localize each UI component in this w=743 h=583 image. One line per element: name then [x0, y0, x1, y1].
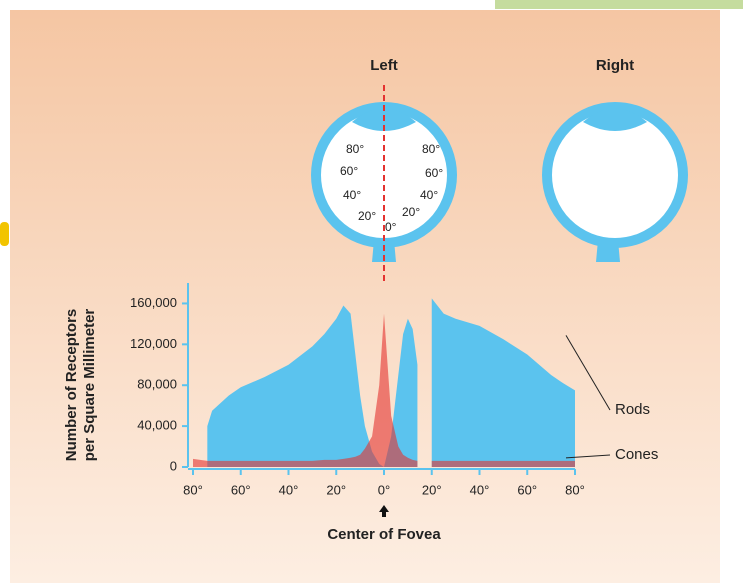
x-tick-label: 60°	[231, 482, 251, 497]
legend-label: Rods	[615, 401, 650, 418]
eye-angle: 60°	[425, 166, 443, 180]
figure: Left Right 80° 60° 40° 20° 80° 60° 40° 2…	[0, 0, 743, 583]
x-tick-label: 60°	[517, 482, 537, 497]
y-tick-label: 160,000	[130, 295, 177, 310]
eye-angle: 40°	[420, 188, 438, 202]
y-tick-label: 80,000	[137, 377, 177, 392]
eye-angle: 0°	[385, 220, 397, 234]
x-tick-label: 20°	[422, 482, 442, 497]
eye-angle: 20°	[358, 209, 376, 223]
legend-label: Cones	[615, 446, 658, 463]
eye-label: Left	[370, 57, 398, 74]
y-tick-label: 40,000	[137, 418, 177, 433]
x-tick-label: 40°	[470, 482, 490, 497]
eye-angle: 80°	[346, 142, 364, 156]
eye-angle: 60°	[340, 164, 358, 178]
x-tick-label: 40°	[279, 482, 299, 497]
x-tick-label: 0°	[378, 482, 390, 497]
x-tick-label: 80°	[183, 482, 203, 497]
y-tick-label: 0	[170, 458, 177, 473]
y-axis-title-line: per Square Millimeter	[81, 309, 98, 462]
slide-decor	[0, 222, 9, 246]
eye-angle: 80°	[422, 142, 440, 156]
panel	[10, 10, 720, 583]
page: {"diagram": {"left_label": "Left", "righ…	[0, 0, 743, 583]
x-axis-title: Center of Fovea	[327, 526, 441, 543]
y-tick-label: 120,000	[130, 336, 177, 351]
eye-angle: 40°	[343, 188, 361, 202]
y-axis-title-line: Number of Receptors	[63, 309, 80, 462]
eye-angle: 20°	[402, 205, 420, 219]
eye-label: Right	[596, 57, 634, 74]
slide-decor	[495, 0, 743, 9]
x-tick-label: 20°	[326, 482, 346, 497]
x-tick-label: 80°	[565, 482, 585, 497]
y-axis-title: Number of Receptors per Square Millimete…	[63, 309, 98, 462]
